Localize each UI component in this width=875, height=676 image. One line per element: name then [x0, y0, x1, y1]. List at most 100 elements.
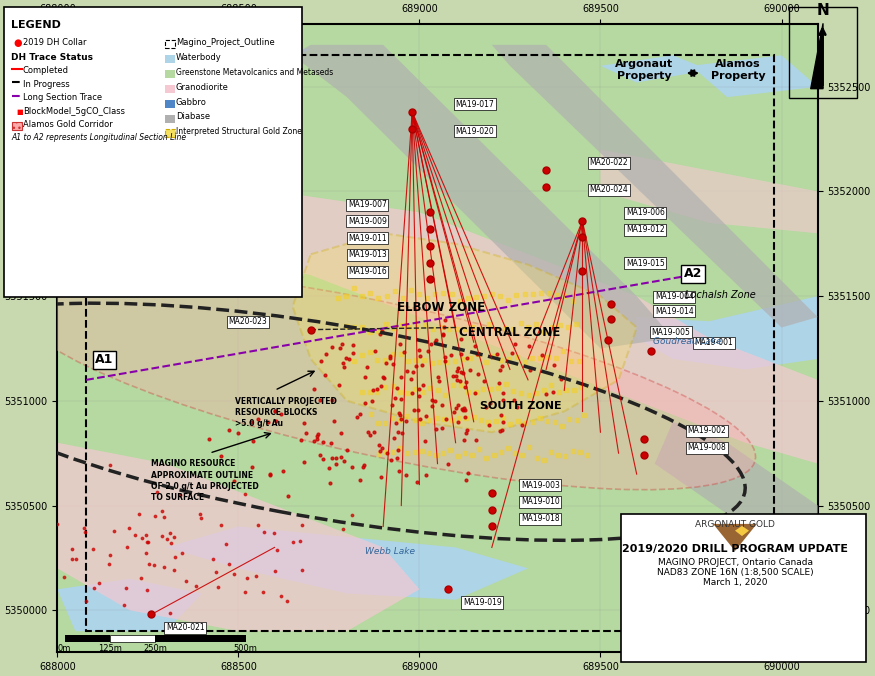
Point: [567, 385, 581, 396]
Point: [444, 289, 458, 299]
Point: [450, 366, 464, 377]
Point: [251, 414, 265, 425]
Text: Alamos Gold Corridor: Alamos Gold Corridor: [23, 120, 113, 129]
Text: MA19-013: MA19-013: [348, 250, 387, 260]
Point: [355, 291, 369, 301]
Point: [447, 407, 461, 418]
Point: [518, 289, 532, 299]
Point: [164, 537, 178, 548]
Point: [387, 432, 401, 443]
Point: [442, 459, 456, 470]
Point: [429, 449, 443, 460]
Point: [246, 435, 260, 446]
Point: [477, 291, 491, 301]
Point: [533, 353, 547, 364]
Point: [464, 365, 478, 376]
Point: [496, 412, 510, 423]
Point: [438, 321, 452, 332]
Point: [358, 398, 372, 409]
Point: [406, 366, 420, 377]
Point: [402, 355, 416, 366]
Point: [493, 447, 507, 458]
Text: A1: A1: [95, 353, 114, 366]
Point: [452, 375, 466, 386]
Point: [496, 416, 510, 427]
Point: [471, 349, 485, 360]
Polygon shape: [57, 149, 818, 464]
Point: [454, 348, 468, 359]
Point: [155, 506, 169, 516]
Point: [575, 381, 589, 392]
Point: [325, 437, 339, 448]
Point: [506, 324, 520, 335]
Text: In Progress: In Progress: [23, 80, 69, 89]
Point: [494, 354, 508, 365]
Point: [440, 357, 454, 368]
Point: [474, 414, 488, 425]
Text: Diabase: Diabase: [176, 112, 210, 122]
Point: [370, 355, 384, 366]
Point: [370, 383, 384, 394]
Point: [430, 385, 444, 395]
Point: [554, 374, 568, 385]
Point: [389, 417, 403, 428]
Point: [334, 427, 348, 438]
Point: [346, 340, 360, 351]
Point: [189, 581, 203, 592]
Point: [164, 527, 178, 538]
Point: [339, 353, 353, 364]
Point: [534, 287, 548, 298]
Point: [307, 383, 321, 394]
Point: [286, 536, 300, 547]
Point: [394, 349, 408, 360]
Point: [454, 334, 468, 345]
Point: [103, 550, 117, 560]
Point: [141, 537, 155, 548]
Point: [485, 289, 499, 299]
Point: [424, 383, 438, 394]
Point: [464, 353, 478, 364]
Point: [409, 383, 423, 394]
Point: [155, 531, 169, 542]
Point: [508, 448, 522, 459]
Point: [257, 527, 271, 537]
Point: [367, 427, 381, 437]
Point: [535, 349, 549, 360]
Point: [465, 450, 479, 461]
Point: [430, 372, 444, 383]
Point: [119, 582, 133, 593]
Point: [548, 416, 562, 427]
Point: [396, 293, 410, 304]
Point: [339, 321, 353, 332]
Point: [347, 355, 361, 366]
Point: [457, 405, 471, 416]
Point: [415, 446, 429, 457]
Point: [565, 445, 579, 456]
Point: [336, 523, 350, 534]
Point: [459, 412, 473, 423]
Point: [381, 448, 395, 458]
Point: [444, 415, 458, 426]
Point: [376, 371, 390, 382]
Point: [469, 291, 483, 302]
Point: [507, 394, 522, 405]
Point: [394, 372, 408, 383]
Point: [263, 470, 277, 481]
Point: [386, 358, 400, 369]
Point: [360, 427, 374, 437]
Point: [456, 354, 470, 364]
Point: [175, 548, 189, 558]
Point: [559, 384, 573, 395]
Point: [323, 478, 337, 489]
Point: [312, 394, 326, 405]
Point: [356, 460, 370, 470]
Point: [493, 425, 507, 436]
Point: [158, 511, 172, 522]
Point: [360, 362, 374, 372]
Point: [350, 412, 364, 422]
Point: [79, 527, 93, 537]
Point: [536, 385, 550, 396]
Point: [102, 459, 116, 470]
Point: [214, 450, 228, 461]
Point: [545, 321, 559, 332]
